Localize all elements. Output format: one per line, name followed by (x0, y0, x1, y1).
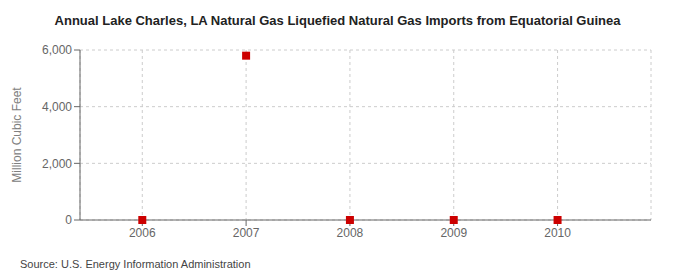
svg-text:2008: 2008 (337, 226, 364, 240)
svg-text:0: 0 (65, 213, 72, 227)
svg-text:4,000: 4,000 (42, 100, 72, 114)
html-text:Annual Lake Charles, LA Natura: Annual Lake Charles, LA Natural Gas Liqu… (54, 12, 621, 28)
svg-text:2010: 2010 (544, 226, 571, 240)
html-text:Source: U.S. Energy Informatio: Source: U.S. Energy Information Administ… (20, 258, 251, 270)
svg-text:2,000: 2,000 (42, 157, 72, 171)
svg-text:Million Cubic Feet: Million Cubic Feet (10, 87, 24, 183)
svg-text:2007: 2007 (233, 226, 260, 240)
svg-text:2009: 2009 (440, 226, 467, 240)
svg-text:6,000: 6,000 (42, 43, 72, 57)
svg-text:2006: 2006 (129, 226, 156, 240)
